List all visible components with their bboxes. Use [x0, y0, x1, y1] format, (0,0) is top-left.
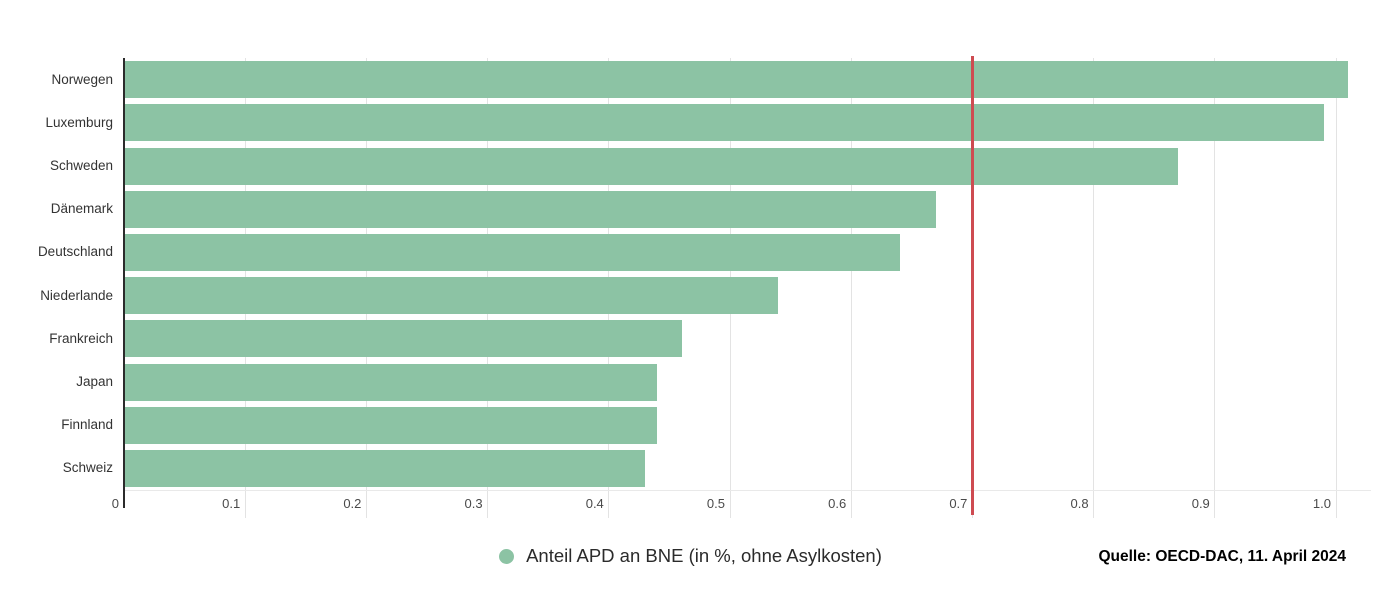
x-tick-label: 1.0 — [1312, 496, 1331, 511]
bar-dnemark — [125, 190, 937, 228]
bar-schweden — [125, 147, 1179, 185]
category-label: Niederlande — [40, 287, 113, 303]
x-tick-label: 0.3 — [464, 496, 483, 511]
category-label: Deutschland — [37, 244, 113, 260]
y-axis-line — [123, 58, 125, 508]
x-gridline — [1214, 58, 1216, 518]
category-label: Frankreich — [49, 330, 113, 346]
x-tick-label: 0.9 — [1191, 496, 1210, 511]
x-gridline — [1093, 58, 1095, 518]
source-note: Quelle: OECD-DAC, 11. April 2024 — [1098, 548, 1346, 565]
category-label: Schweiz — [62, 460, 113, 476]
category-label: Luxemburg — [45, 114, 113, 130]
x-axis-baseline — [124, 490, 1371, 491]
x-tick-label: 0.6 — [828, 496, 847, 511]
legend: Anteil APD an BNE (in %, ohne Asylkosten… — [0, 543, 1381, 569]
bar-finnland — [125, 406, 658, 444]
target-line-0-7 — [971, 56, 975, 515]
bar-luxemburg — [125, 104, 1324, 142]
x-tick-label: 0.8 — [1070, 496, 1089, 511]
category-label: Japan — [76, 374, 113, 389]
bar-frankreich — [125, 320, 682, 358]
x-tick-label: 0.7 — [949, 496, 968, 511]
bar-norwegen — [125, 61, 1349, 99]
bar-niederlande — [125, 277, 779, 315]
x-gridline — [1335, 58, 1337, 518]
x-tick-label: 0.5 — [706, 496, 725, 511]
category-label: Schweden — [49, 158, 113, 173]
category-label: Dänemark — [50, 201, 113, 217]
x-tick-label: 0.2 — [343, 496, 362, 511]
legend-marker-circle — [499, 548, 515, 564]
bar-schweiz — [125, 449, 646, 487]
x-gridline — [850, 58, 852, 518]
category-label: Norwegen — [51, 71, 113, 87]
bar-deutschland — [125, 233, 900, 271]
x-tick-label: 0.1 — [222, 496, 241, 511]
legend-label: Anteil APD an BNE (in %, ohne Asylkosten… — [526, 545, 882, 566]
category-label: Finnland — [61, 417, 113, 433]
bar-japan — [125, 363, 658, 401]
x-tick-label: 0 — [111, 496, 119, 511]
x-tick-label: 0.4 — [585, 496, 604, 511]
